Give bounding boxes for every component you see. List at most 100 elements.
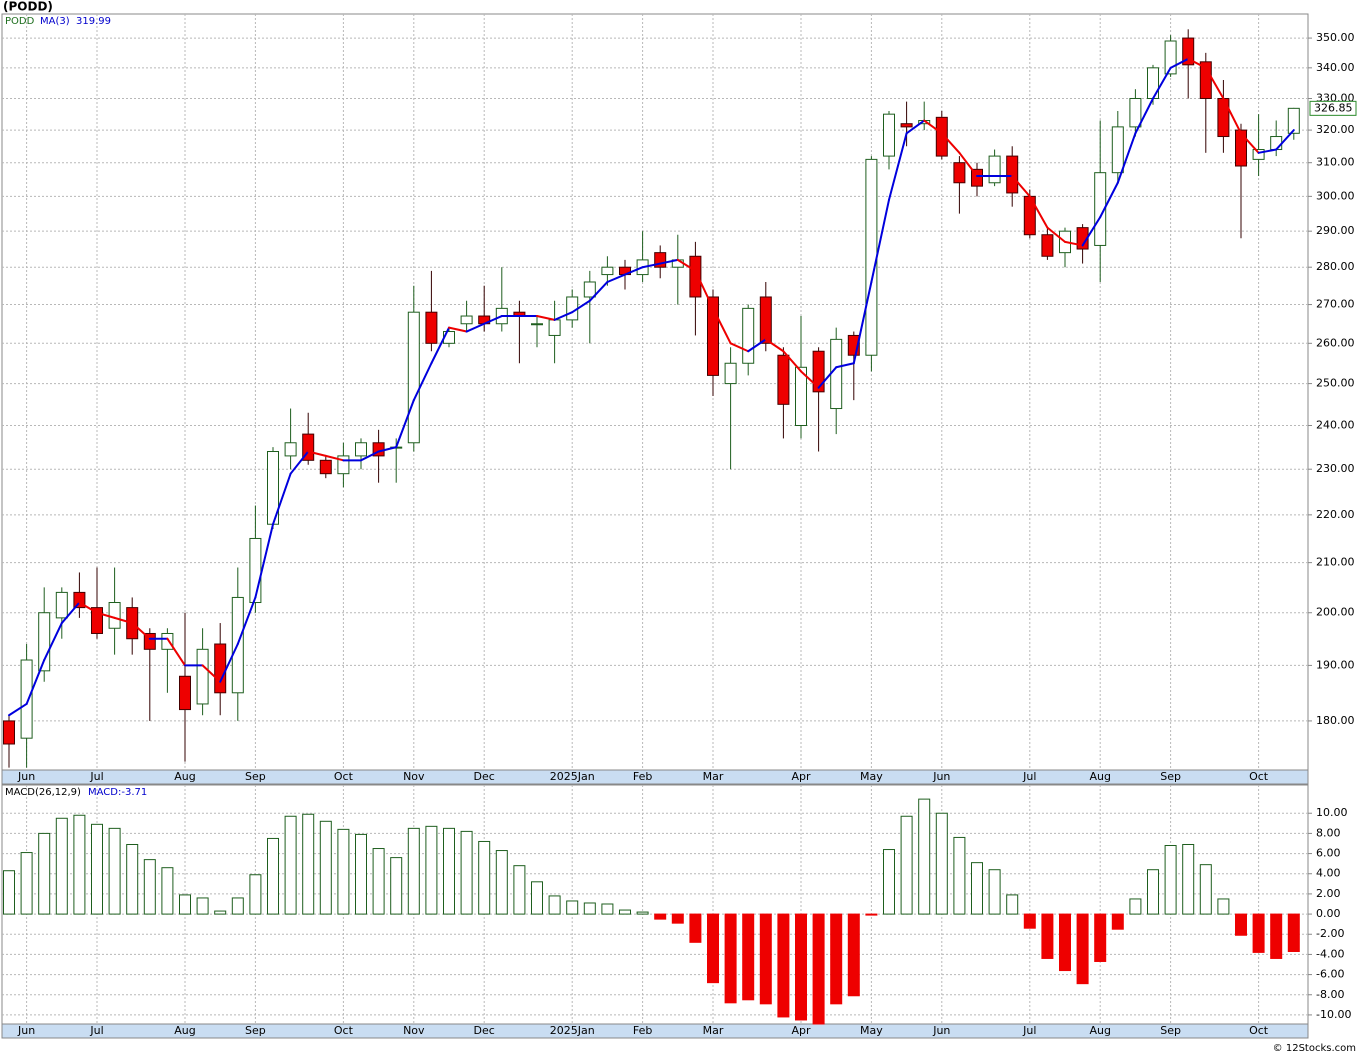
x-tick-label: Jul [89,770,103,783]
candle-body [3,720,15,745]
ma-segment [729,342,750,353]
candle-body [566,296,579,321]
candle-body [143,632,156,650]
macd-bar [407,827,420,915]
ma-segment [1169,57,1190,69]
macd-bar [337,828,350,915]
ma-segment [1046,226,1066,243]
macd-bar [830,913,843,1005]
x-tick-label: 2025Jan [550,770,595,783]
ma-segment [536,315,556,321]
x-tick-label: Aug [1089,770,1110,783]
macd-bar [126,843,139,915]
macd-bar [55,817,68,915]
candle-body [337,455,350,475]
candle-body [1129,97,1142,128]
candle-body [759,296,772,344]
candle-body [1199,61,1212,99]
y-tick-label: 280.00 [1316,260,1355,273]
y-tick-label: 210.00 [1316,556,1355,569]
candle-body [108,602,121,629]
ma-segment [78,601,98,614]
macd-bar [267,837,279,915]
y-tick-label: 190.00 [1316,658,1355,671]
x-tick-label: Feb [633,1024,652,1037]
macd-bar [935,812,948,915]
x-tick-label: Apr [791,770,811,783]
y-tick-label: -4.00 [1316,947,1344,960]
chart-title: (PODD) [3,0,53,14]
macd-bar [1006,894,1019,915]
y-tick-label: 300.00 [1316,189,1355,202]
y-tick-label: 270.00 [1316,298,1355,311]
ma-segment [624,266,644,276]
ma-segment [43,622,63,662]
macd-bar [531,881,543,915]
ma-segment [1011,175,1031,198]
candle-body [1164,40,1177,75]
x-tick-label: May [860,770,883,783]
candle-body [900,123,913,128]
x-tick-label: Apr [791,1024,811,1037]
candle-body [407,311,420,444]
y-tick-label: 180.00 [1316,714,1355,727]
macd-bar [900,815,913,915]
macd-bar [73,814,86,915]
candle-body [196,648,209,705]
macd-bar [91,823,103,915]
y-tick-label: 220.00 [1316,508,1355,521]
macd-bar [143,859,156,915]
ma-segment [1240,132,1260,154]
macd-bar [1287,913,1300,952]
ma-segment [747,338,767,353]
ma-segment [852,280,873,365]
candle-body [319,459,332,475]
ma-segment [1099,181,1119,219]
macd-bar [38,832,51,915]
macd-bar [742,913,755,1001]
macd-bar [636,911,649,915]
ma-segment [131,622,151,640]
ma-segment [940,132,961,154]
macd-bar [1252,913,1265,953]
x-tick-label: Jul [1022,1024,1036,1037]
x-tick-label: Jul [89,1024,103,1037]
ma-segment [764,338,785,353]
x-tick-label: Nov [403,770,425,783]
macd-bar [971,862,983,915]
candle-body [883,113,895,157]
x-tick-label: Dec [474,1024,495,1037]
x-tick-label: Aug [174,1024,195,1037]
ma-segment [659,258,679,265]
candle-body [214,643,227,694]
candle-body [1147,67,1159,99]
last-price-label: 326.85 [1314,101,1353,114]
y-tick-label: 260.00 [1316,336,1355,349]
candle-body [1270,136,1283,151]
candle-body [302,433,315,461]
macd-bar [179,894,191,915]
macd-bar [689,913,702,943]
ma-segment [1152,66,1172,100]
macd-bar [1217,898,1230,915]
candle-body [1041,234,1054,257]
macd-bar [619,909,631,915]
x-tick-label: Sep [245,770,266,783]
ma-segment [1222,97,1242,135]
candle-body [707,296,719,376]
candle-body [425,311,438,344]
ma-segment [835,362,855,369]
x-axis-strip [1,769,1309,785]
candle-body [830,338,843,410]
ma-segment [923,119,943,135]
macd-bar [1094,913,1107,962]
macd-bar [988,869,1001,915]
ma-segment [1275,129,1295,151]
candle-body [91,607,103,634]
y-tick-label: -6.00 [1316,968,1344,981]
ma-segment [588,280,609,302]
candle-body [55,591,68,619]
ma-segment [25,659,46,705]
ma-segment [870,198,890,283]
